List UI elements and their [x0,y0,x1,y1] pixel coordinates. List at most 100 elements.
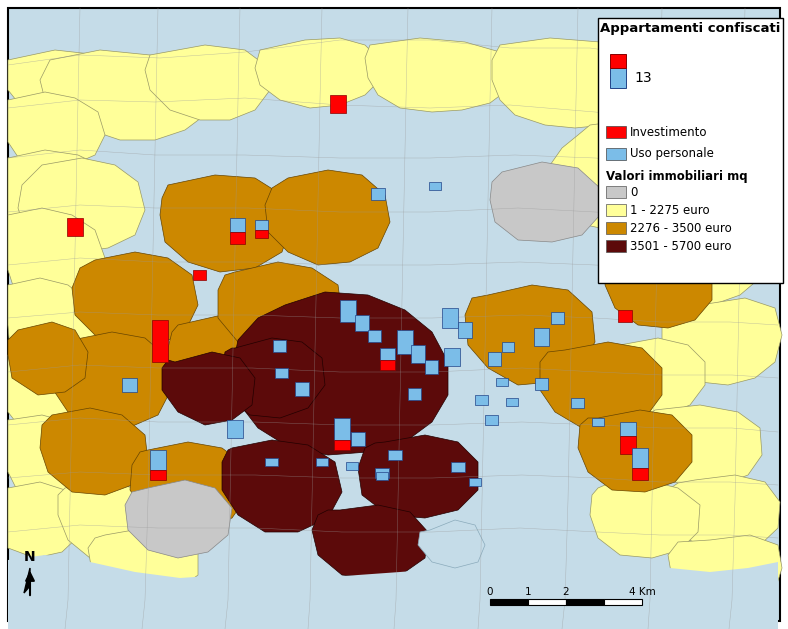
Polygon shape [8,348,90,435]
Polygon shape [24,568,30,593]
Bar [122,378,137,392]
Bar [606,126,626,138]
Bar [295,382,309,396]
Bar [502,342,514,352]
Bar [330,95,346,113]
Bar [442,308,458,328]
Polygon shape [602,338,705,415]
Bar [231,218,246,232]
Bar [388,450,402,460]
Polygon shape [52,332,172,428]
Polygon shape [40,408,148,495]
Bar [469,478,481,486]
Bar [490,599,528,605]
Polygon shape [465,285,595,385]
Polygon shape [222,440,342,532]
Bar [371,188,385,200]
Bar [571,398,585,408]
Polygon shape [265,170,390,265]
Bar [610,68,626,88]
Text: 3501 - 5700 euro: 3501 - 5700 euro [630,240,731,252]
Polygon shape [160,175,292,272]
Polygon shape [232,292,448,455]
Bar [231,232,246,244]
Text: 1: 1 [525,587,531,597]
Polygon shape [222,338,325,418]
Bar [444,348,460,366]
Polygon shape [648,55,770,138]
Polygon shape [8,555,778,629]
Text: 4 Km: 4 Km [629,587,656,597]
Polygon shape [72,252,198,348]
Bar [266,458,278,466]
Text: Investimento: Investimento [630,126,708,138]
Polygon shape [168,315,288,412]
Polygon shape [358,435,478,518]
Text: 2: 2 [563,587,569,597]
Bar [351,432,365,446]
Polygon shape [130,442,248,528]
Text: Appartamenti confiscati: Appartamenti confiscati [600,22,781,35]
Polygon shape [492,38,668,128]
Bar [397,330,413,354]
Bar [632,448,648,468]
Text: 0: 0 [630,186,637,199]
Bar [255,220,269,230]
Polygon shape [642,405,762,488]
Polygon shape [662,298,782,385]
Polygon shape [665,475,780,552]
Polygon shape [145,45,270,120]
Bar [618,310,632,322]
Polygon shape [8,278,98,370]
Bar [426,360,438,374]
Bar [496,378,508,386]
Bar [340,300,356,322]
Polygon shape [605,250,712,328]
Polygon shape [490,162,600,242]
Bar [346,462,358,470]
Polygon shape [218,262,342,358]
Bar [408,388,422,400]
Polygon shape [660,128,778,210]
Bar [606,204,626,216]
Bar [536,378,548,390]
Bar [150,470,166,480]
Bar [355,315,369,331]
Bar [334,440,350,450]
Bar [255,230,269,238]
Polygon shape [625,202,768,308]
Polygon shape [162,352,255,425]
Bar [489,352,501,366]
Bar [528,599,566,605]
Bar [620,422,636,436]
Bar [451,462,465,472]
Polygon shape [18,158,145,252]
Bar [429,182,441,190]
Polygon shape [8,150,118,238]
Bar [606,240,626,252]
Polygon shape [125,480,232,558]
Bar [150,450,166,470]
Text: 13: 13 [634,71,652,85]
Bar [316,458,328,466]
Bar [606,222,626,234]
Bar [152,320,168,362]
Bar [273,340,287,352]
Bar [552,312,564,324]
Polygon shape [8,208,105,302]
Polygon shape [58,482,162,562]
Bar [411,345,425,363]
Bar [458,322,472,338]
Text: N: N [24,550,35,564]
Bar [369,330,381,342]
Text: Uso personale: Uso personale [630,147,714,160]
Polygon shape [8,415,92,498]
Bar [566,599,604,605]
Bar [376,472,388,480]
Polygon shape [8,482,82,558]
Polygon shape [668,535,782,602]
Bar [606,148,626,160]
Text: Valori immobiliari mq: Valori immobiliari mq [606,170,748,183]
Text: 0: 0 [487,587,493,597]
Bar [632,468,648,480]
